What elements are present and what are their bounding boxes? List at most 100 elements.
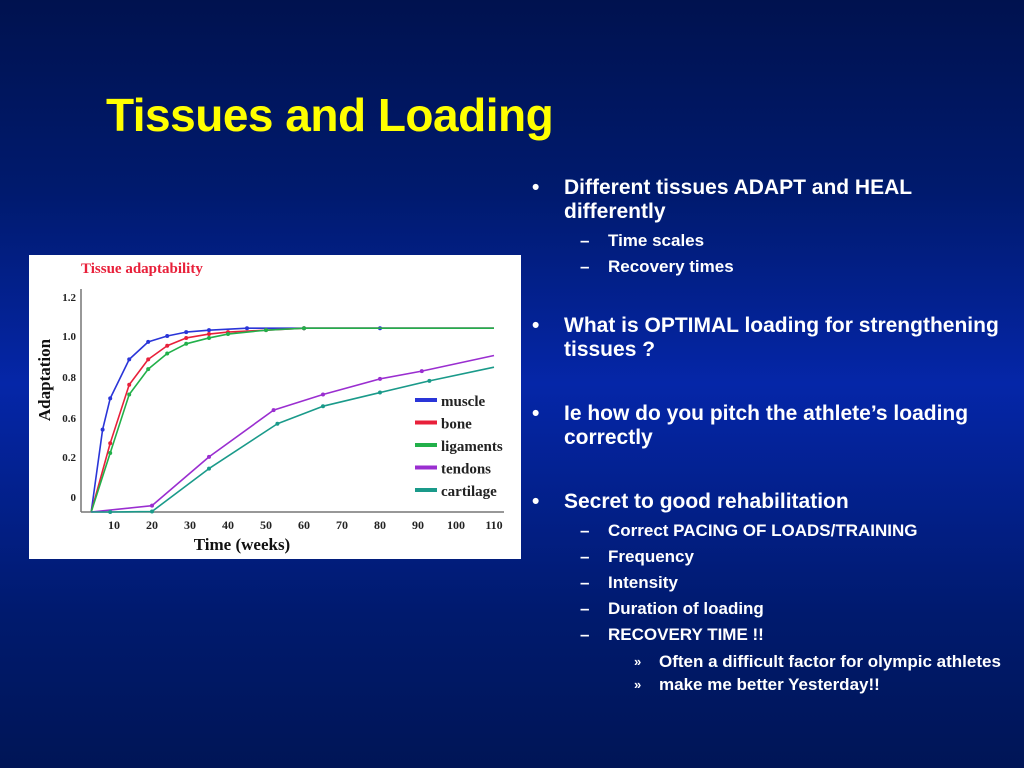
bullet-item: • What is OPTIMAL loading for strengtheni… (532, 314, 999, 361)
data-point (108, 510, 113, 514)
x-axis-label: Time (weeks) (194, 535, 290, 554)
data-point (302, 326, 306, 331)
data-point (184, 341, 189, 346)
dash-icon: – (580, 625, 590, 644)
chart-series (90, 326, 495, 514)
series-line-ligaments (90, 327, 494, 513)
bullet-icon: • (532, 402, 540, 425)
data-point (207, 335, 211, 340)
data-point (378, 390, 382, 395)
x-tick-label: 110 (485, 518, 502, 532)
data-point (146, 339, 151, 344)
legend-swatch-ligaments (415, 443, 437, 447)
dash-icon: – (580, 599, 590, 618)
data-point (207, 328, 211, 333)
data-point (419, 369, 424, 374)
data-point (108, 441, 113, 446)
data-point (146, 357, 151, 362)
data-point (127, 382, 132, 387)
series-line-tendons (91, 354, 495, 513)
legend-swatch-tendons (415, 465, 437, 470)
data-point (321, 392, 325, 397)
series-line-bone (90, 327, 494, 513)
data-point (108, 396, 113, 401)
data-point (127, 392, 132, 397)
legend-label: bone (441, 417, 472, 433)
y-tick-label: 0.6 (62, 413, 76, 425)
bullet-icon: • (532, 314, 540, 337)
dash-icon: – (580, 521, 590, 540)
data-point (184, 335, 189, 340)
legend-label: ligaments (441, 439, 503, 455)
data-point (207, 332, 211, 337)
data-point (184, 330, 189, 335)
legend-swatch-muscle (415, 398, 437, 402)
x-tick-label: 60 (298, 518, 310, 532)
x-tick-label: 90 (412, 518, 424, 532)
legend-label: muscle (441, 394, 486, 410)
data-point (378, 376, 382, 381)
y-tick-label: 1.2 (62, 292, 76, 304)
x-tick-label: 30 (184, 518, 196, 532)
x-tick-label: 50 (260, 518, 272, 532)
raquo-icon: » (634, 677, 642, 692)
dash-icon: – (580, 547, 590, 566)
data-point (321, 404, 325, 409)
data-point (150, 503, 154, 508)
bullet-list: • Different tissues ADAPT and HEAL differ… (530, 176, 1010, 694)
raquo-icon: » (634, 654, 642, 669)
bullet-icon: • (532, 176, 540, 199)
sub-bullet-item: – Recovery times (530, 254, 1010, 280)
bullet-item: • Ie how do you pitch the athlete’s loadi… (532, 402, 969, 449)
data-point (146, 367, 151, 372)
chart-legend: muscle bone ligaments tendons cartilage (415, 394, 503, 500)
y-tick-label: 0.8 (62, 372, 76, 384)
sub-bullet-item: – Intensity (530, 570, 1010, 596)
bullet-item: • Different tissues ADAPT and HEAL differ… (532, 176, 912, 223)
chart-svg: Tissue adaptability 0 0.2 0.6 0.8 1.0 1.2 10 20… (35, 261, 504, 554)
x-tick-label: 10 (108, 518, 120, 532)
sub-bullet-item: – Duration of loading (530, 596, 1010, 622)
y-tick-label: 0.2 (62, 452, 76, 464)
sub-bullet-item: – Frequency (530, 544, 1010, 570)
sub-sub-bullet-item: » Often a difficult factor for olympic at… (634, 652, 1001, 671)
chart-axes: 0 0.2 0.6 0.8 1.0 1.2 10 20 30 40 50 60 70 80 90 100 110 (62, 289, 504, 532)
sub-bullet-item: – Correct PACING OF LOADS/TRAINING (530, 518, 1010, 544)
data-point (226, 332, 230, 337)
data-point (150, 509, 154, 514)
data-point (165, 351, 170, 356)
data-point (108, 451, 113, 455)
slide-title: Tissues and Loading (106, 89, 554, 141)
y-axis-label: Adaptation (35, 338, 54, 421)
legend-swatch-bone (415, 420, 437, 425)
data-point (165, 343, 170, 348)
data-point (275, 421, 280, 426)
x-tick-label: 40 (222, 518, 234, 532)
chart-title: Tissue adaptability (81, 261, 203, 277)
legend-label: cartilage (441, 484, 497, 500)
sub-bullet-item: – RECOVERY TIME !! (530, 622, 1010, 648)
bullet-item: • Secret to good rehabilitation (532, 490, 849, 513)
sub-bullet-item: – Time scales (530, 228, 1010, 254)
sub-sub-bullet-item: » make me better Yesterday!! (634, 675, 880, 694)
data-point (100, 427, 105, 432)
data-point (207, 454, 211, 459)
data-point (207, 466, 211, 471)
dash-icon: – (580, 231, 590, 250)
data-point (165, 334, 170, 338)
x-tick-label: 80 (374, 518, 386, 532)
x-tick-label: 100 (447, 518, 465, 532)
legend-swatch-cartilage (415, 488, 437, 492)
y-tick-label: 0 (71, 492, 77, 504)
data-point (127, 357, 132, 362)
x-tick-label: 20 (146, 518, 158, 532)
y-tick-label: 1.0 (62, 331, 76, 343)
dash-icon: – (580, 573, 590, 592)
data-point (245, 326, 249, 331)
dash-icon: – (580, 257, 590, 276)
data-point (271, 408, 276, 413)
data-point (427, 378, 432, 383)
x-tick-label: 70 (336, 518, 348, 532)
bullet-icon: • (532, 490, 540, 513)
